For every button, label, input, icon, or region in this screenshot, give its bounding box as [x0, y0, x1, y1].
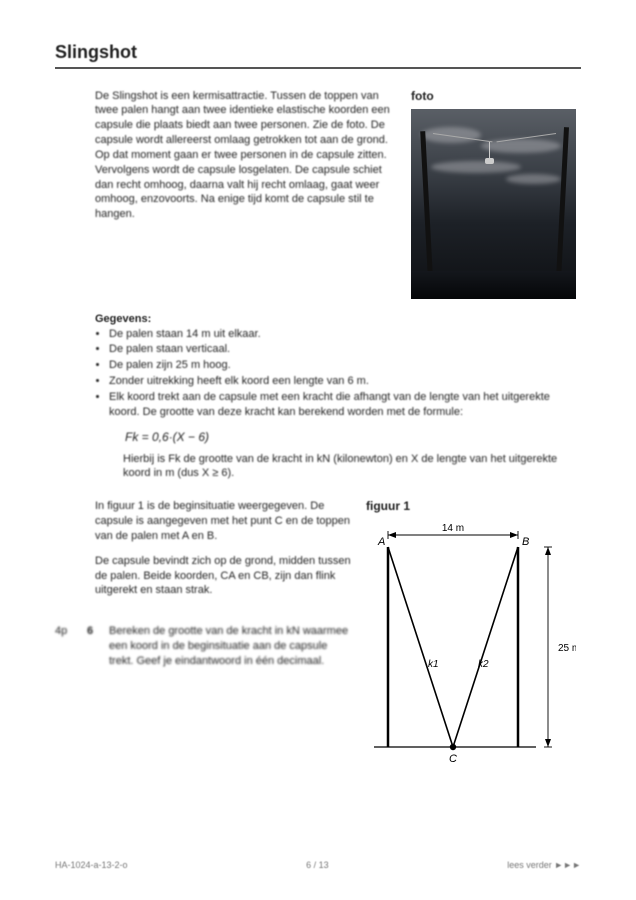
figure-text: In figuur 1 is de beginsituatie weergege…: [95, 499, 352, 767]
question-points: 4p: [55, 624, 79, 669]
label-a: A: [377, 536, 385, 548]
question-number: 6: [87, 624, 101, 669]
label-c: C: [449, 753, 457, 765]
footer-left: HA-1024-a-13-2-o: [55, 860, 128, 870]
label-k2: k2: [478, 659, 489, 670]
list-item: Zonder uitrekking heeft elk koord een le…: [109, 374, 576, 389]
formula: Fk = 0,6·(X − 6): [125, 430, 576, 444]
page-footer: HA-1024-a-13-2-o 6 / 13 lees verder ►►►: [55, 860, 581, 870]
figure-label: figuur 1: [366, 499, 576, 513]
label-b: B: [522, 536, 529, 548]
gegevens-heading: Gegevens:: [95, 313, 576, 325]
list-item: De palen staan 14 m uit elkaar.: [109, 327, 576, 342]
intro-text: De Slingshot is een kermisattractie. Tus…: [95, 89, 395, 299]
photo-column: foto: [411, 89, 576, 299]
figure-row: In figuur 1 is de beginsituatie weergege…: [95, 499, 576, 767]
photo-label: foto: [411, 89, 576, 103]
label-k1: k1: [428, 659, 439, 670]
list-item: De palen zijn 25 m hoog.: [109, 358, 576, 373]
list-item: Elk koord trekt aan de capsule met een k…: [109, 390, 576, 420]
figure-column: figuur 1 14 m: [366, 499, 576, 767]
content-area: De Slingshot is een kermisattractie. Tus…: [55, 89, 581, 768]
formula-description: Hierbij is Fk de grootte van de kracht i…: [123, 452, 576, 482]
gegevens-list: De palen staan 14 m uit elkaar. De palen…: [95, 327, 576, 420]
height-label: 25 m: [558, 643, 576, 654]
width-label: 14 m: [442, 523, 464, 534]
footer-center: 6 / 13: [306, 860, 329, 870]
paragraph: De capsule bevindt zich op de grond, mid…: [95, 554, 352, 599]
list-item: De palen staan verticaal.: [109, 342, 576, 357]
footer-right: lees verder ►►►: [507, 860, 581, 870]
paragraph: In figuur 1 is de beginsituatie weergege…: [95, 499, 352, 544]
intro-row: De Slingshot is een kermisattractie. Tus…: [95, 89, 576, 299]
question-row: 4p 6 Bereken de grootte van de kracht in…: [55, 624, 352, 669]
figure-diagram: 14 m 25 m A B C k1 k2: [366, 517, 576, 767]
question-text: Bereken de grootte van de kracht in kN w…: [109, 624, 352, 669]
page-title: Slingshot: [55, 42, 581, 63]
photo-image: [411, 109, 576, 299]
title-rule: [55, 67, 581, 69]
